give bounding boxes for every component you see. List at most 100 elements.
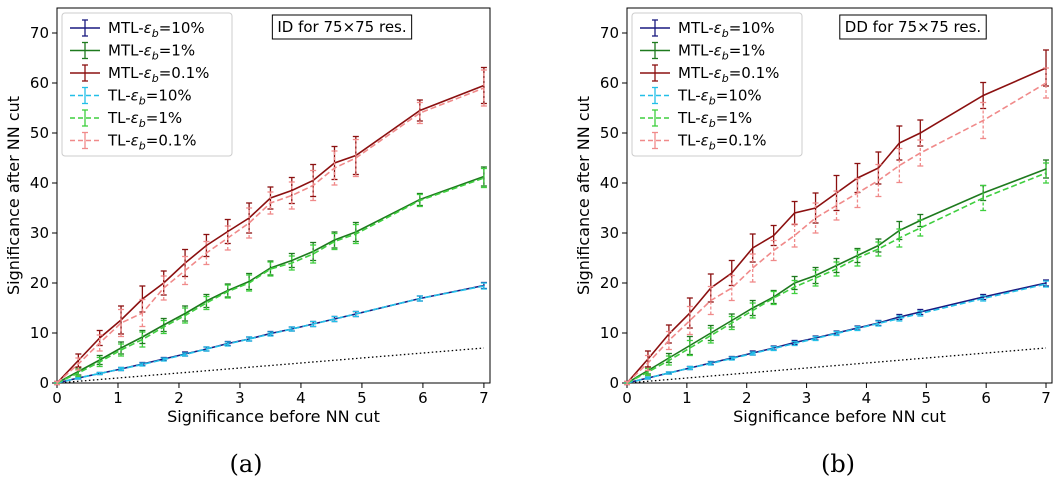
panel-b-caption: (b)	[821, 450, 855, 478]
legend-label-epsilon: ε	[701, 132, 709, 150]
y-tick-label: 60	[600, 74, 619, 92]
legend-label-main: MTL-	[678, 19, 714, 37]
annotation-box	[271, 14, 413, 40]
plot-frame	[56, 7, 491, 384]
panel-a-caption: (a)	[229, 450, 262, 478]
x-tick-label: 3	[802, 389, 812, 407]
legend-label-subscript: b	[152, 50, 159, 63]
legend-label-subscript: b	[139, 140, 146, 153]
legend-label: MTL-εb=1%	[108, 42, 195, 63]
x-tick-label: 6	[981, 389, 991, 407]
legend: MTL-εb=10%MTL-εb=1%MTL-εb=0.1%TL-εb=10%T…	[61, 12, 233, 157]
legend-label: TL-εb=0.1%	[677, 132, 766, 153]
legend-item: TL-εb=10%	[640, 87, 762, 108]
legend-label-tail: =0.1%	[729, 64, 780, 82]
legend-item: TL-εb=1%	[640, 109, 752, 130]
y-tick-label: 10	[600, 324, 619, 342]
y-tick-label: 10	[30, 324, 49, 342]
x-tick-label: 0	[622, 389, 632, 407]
legend-item: TL-εb=10%	[70, 87, 192, 108]
y-axis-label: Significance after NN cut	[574, 96, 593, 295]
legend-label-epsilon: ε	[144, 42, 152, 60]
x-tick-label: 5	[922, 389, 932, 407]
legend-item: TL-εb=0.1%	[70, 132, 196, 153]
legend-label-subscript: b	[709, 140, 716, 153]
legend-label-epsilon: ε	[701, 87, 709, 105]
legend-label-epsilon: ε	[131, 109, 139, 127]
legend-label: MTL-εb=1%	[678, 42, 765, 63]
legend-label-epsilon: ε	[701, 109, 709, 127]
legend-label-tail: =1%	[716, 109, 752, 127]
legend-label-tail: =10%	[729, 19, 775, 37]
legend-label-main: MTL-	[678, 42, 714, 60]
legend-label-epsilon: ε	[714, 42, 722, 60]
legend-label-main: TL-	[677, 109, 701, 127]
annotation: DD for 75×75 res.	[839, 14, 987, 40]
legend-label-main: TL-	[107, 87, 131, 105]
legend-label-subscript: b	[722, 72, 729, 85]
y-tick-label: 20	[30, 274, 49, 292]
legend-label-tail: =0.1%	[146, 132, 197, 150]
legend-label: TL-εb=10%	[107, 87, 192, 108]
legend-label-main: MTL-	[108, 19, 144, 37]
x-tick-label: 2	[174, 389, 184, 407]
legend-label-tail: =10%	[159, 19, 205, 37]
legend-label-main: TL-	[107, 132, 131, 150]
x-tick-label: 2	[742, 389, 752, 407]
y-tick-label: 50	[600, 124, 619, 142]
y-tick-label: 30	[30, 224, 49, 242]
legend-label-main: TL-	[677, 132, 701, 150]
series-3	[54, 282, 487, 385]
legend-label-epsilon: ε	[714, 64, 722, 82]
legend-label-epsilon: ε	[144, 64, 152, 82]
x-axis-label: Significance before NN cut	[167, 407, 380, 426]
legend-label-subscript: b	[709, 117, 716, 130]
legend-label-tail: =1%	[159, 42, 195, 60]
legend-label-main: MTL-	[108, 42, 144, 60]
legend-box	[61, 12, 233, 157]
legend-label-main: TL-	[107, 109, 131, 127]
y-tick-label: 60	[30, 74, 49, 92]
legend-label: MTL-εb=10%	[678, 19, 775, 40]
legend-item: MTL-εb=0.1%	[70, 64, 209, 85]
legend-label-tail: =1%	[146, 109, 182, 127]
legend-label: TL-εb=1%	[107, 109, 182, 130]
y-tick-label: 30	[600, 224, 619, 242]
legend-label: MTL-εb=0.1%	[678, 64, 779, 85]
legend: MTL-εb=10%MTL-εb=1%MTL-εb=0.1%TL-εb=10%T…	[631, 12, 803, 157]
x-tick-label: 4	[296, 389, 306, 407]
annotation-text: DD for 75×75 res.	[845, 18, 981, 36]
legend-label-subscript: b	[722, 27, 729, 40]
legend-item: MTL-εb=10%	[640, 19, 775, 40]
x-tick-label: 3	[235, 389, 245, 407]
x-axis-label: Significance before NN cut	[733, 407, 946, 426]
legend-label-subscript: b	[709, 95, 716, 108]
legend-label-main: TL-	[677, 87, 701, 105]
legend-item: MTL-εb=0.1%	[640, 64, 779, 85]
legend-label-subscript: b	[139, 95, 146, 108]
x-tick-label: 5	[357, 389, 367, 407]
legend-item: MTL-εb=1%	[70, 42, 195, 63]
legend-label: TL-εb=10%	[677, 87, 762, 108]
x-tick-label: 4	[862, 389, 872, 407]
legend-label-epsilon: ε	[144, 19, 152, 37]
legend-label-tail: =1%	[729, 42, 765, 60]
reference-line	[56, 347, 484, 384]
y-tick-label: 20	[600, 274, 619, 292]
y-tick-label: 70	[600, 24, 619, 42]
legend-label-tail: =10%	[146, 87, 192, 105]
series-5	[54, 69, 487, 386]
legend-item: MTL-εb=1%	[640, 42, 765, 63]
y-tick-label: 0	[609, 374, 619, 392]
y-tick-label: 0	[39, 374, 49, 392]
legend-label-tail: =0.1%	[159, 64, 210, 82]
legend-label: MTL-εb=10%	[108, 19, 205, 40]
x-tick-label: 1	[682, 389, 692, 407]
annotation: ID for 75×75 res.	[271, 14, 413, 40]
legend-label-subscript: b	[152, 27, 159, 40]
x-tick-label: 7	[479, 389, 489, 407]
x-tick-label: 0	[52, 389, 62, 407]
